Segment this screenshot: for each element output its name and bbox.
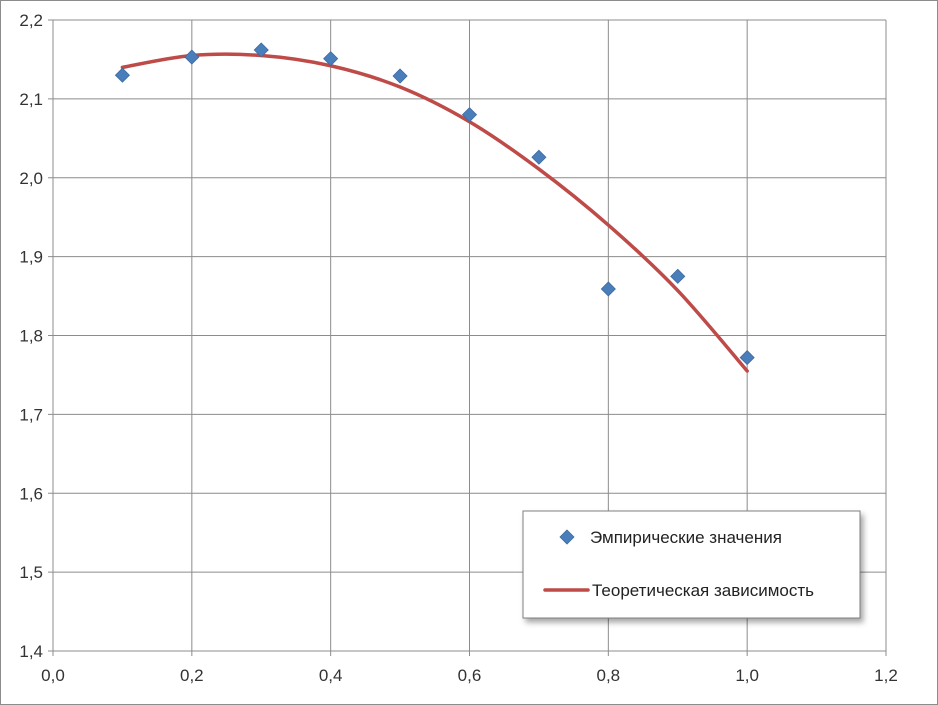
legend: Эмпирические значения Теоретическая завис… — [522, 510, 861, 619]
empirical-point — [392, 68, 408, 84]
x-tick-label: 0,0 — [41, 666, 65, 685]
x-tick-label: 0,4 — [319, 666, 343, 685]
empirical-point — [114, 67, 130, 83]
empirical-point — [253, 42, 269, 58]
y-tick-label: 1,4 — [19, 642, 43, 661]
empirical-point — [184, 49, 200, 65]
plot-series — [114, 42, 755, 373]
y-tick-label: 1,7 — [19, 405, 43, 424]
x-tick-label: 0,6 — [458, 666, 482, 685]
y-tick-label: 1,9 — [19, 248, 43, 267]
empirical-point — [461, 107, 478, 123]
y-tick-label: 2,0 — [19, 169, 43, 188]
legend-diamond-marker — [559, 529, 575, 545]
y-tick-label: 1,6 — [19, 484, 43, 503]
tick-labels: 1,4 1,5 1,6 1,7 1,8 1,9 2,0 2,1 2,2 0,0 0,2 0,4 0,6 0… — [19, 11, 897, 685]
y-tick-label: 1,8 — [19, 327, 43, 346]
y-tick-label: 2,2 — [19, 11, 43, 30]
x-tick-label: 1,2 — [874, 666, 898, 685]
empirical-point — [670, 268, 686, 284]
empirical-point — [323, 51, 339, 67]
empirical-point — [600, 281, 616, 297]
empirical-point — [531, 149, 547, 165]
y-tick-label: 1,5 — [19, 563, 43, 582]
x-tick-label: 1,0 — [735, 666, 759, 685]
legend-label-empirical: Эмпирические значения — [590, 528, 782, 547]
empirical-point — [739, 350, 755, 366]
legend-box — [522, 510, 861, 619]
x-tick-label: 0,2 — [180, 666, 204, 685]
theoretical-line — [120, 52, 749, 373]
x-tick-label: 0,8 — [597, 666, 621, 685]
axes — [48, 19, 887, 656]
y-tick-label: 2,1 — [19, 90, 43, 109]
legend-label-theoretical: Теоретическая зависимость — [592, 581, 814, 600]
